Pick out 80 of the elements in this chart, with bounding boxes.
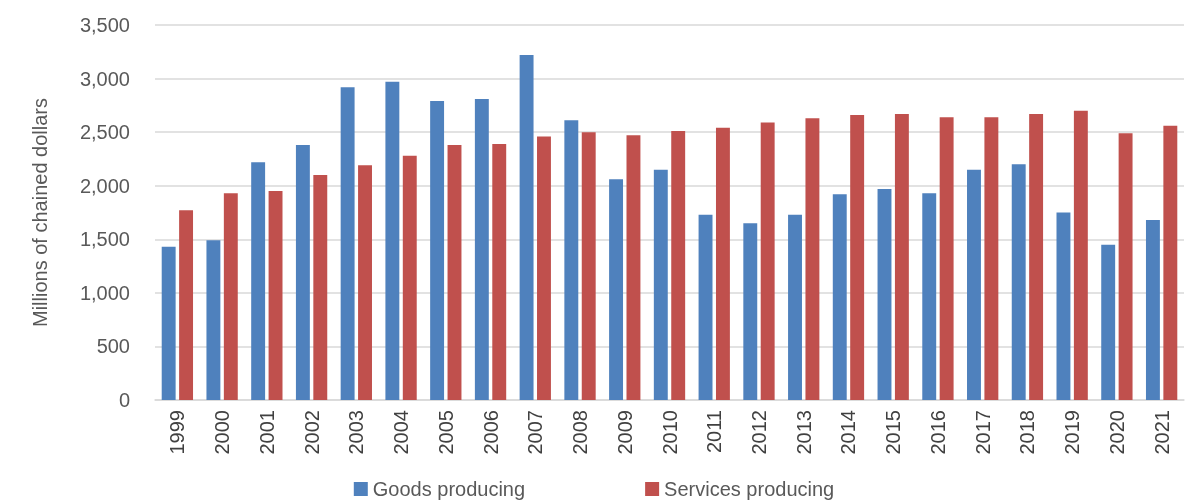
x-tick-label: 2003	[345, 410, 368, 455]
bar	[1073, 110, 1088, 400]
bar	[850, 115, 865, 400]
bar	[251, 162, 266, 400]
x-tick-label: 2019	[1061, 410, 1084, 455]
bar	[358, 165, 372, 400]
x-tick-label: 2010	[658, 410, 681, 455]
bar	[1011, 164, 1026, 400]
y-tick-label: 3,000	[79, 67, 130, 90]
y-tick-label: 0	[118, 389, 130, 411]
bar	[788, 214, 802, 400]
y-axis-title: Millions of chained dollars	[29, 97, 51, 328]
bar	[340, 87, 355, 400]
bar	[832, 194, 847, 400]
bar	[609, 179, 624, 400]
x-tick-label: 2008	[569, 410, 592, 455]
bar	[1101, 244, 1116, 400]
x-tick-label: 1999	[166, 410, 189, 455]
x-tick-label: 2004	[390, 410, 413, 455]
x-tick-label: 2000	[211, 410, 234, 455]
bar	[268, 191, 283, 400]
x-tick-label: 2011	[703, 410, 726, 454]
bar	[474, 98, 489, 400]
bar	[206, 240, 221, 400]
bar	[430, 101, 445, 400]
legend-label: Goods producing	[372, 478, 526, 500]
x-tick-label: 2018	[1016, 410, 1039, 455]
bar	[537, 136, 551, 400]
bar	[1163, 125, 1178, 400]
bar	[967, 169, 981, 400]
bar	[1029, 113, 1044, 400]
y-tick-label: 3,500	[79, 14, 130, 36]
x-tick-label: 2014	[837, 410, 860, 455]
y-tick-label: 2,500	[79, 121, 130, 144]
bar	[698, 214, 713, 400]
bar	[939, 117, 954, 400]
bar	[984, 117, 999, 400]
x-tick-label: 2007	[524, 410, 547, 455]
y-tick-label: 2,000	[79, 174, 130, 197]
y-tick-label: 1,000	[79, 281, 130, 304]
x-tick-label: 2013	[792, 410, 815, 455]
y-tick-label: 500	[96, 335, 130, 358]
bar	[295, 145, 310, 400]
x-tick-label: 2009	[613, 410, 636, 455]
bar	[402, 155, 417, 400]
x-tick-label: 2017	[971, 410, 994, 455]
bar	[564, 120, 579, 400]
bar	[743, 223, 758, 400]
x-tick-label: 2021	[1150, 410, 1173, 455]
bar	[805, 118, 820, 400]
bar	[626, 135, 641, 400]
bar	[715, 127, 730, 400]
bar	[313, 175, 328, 400]
bar	[447, 145, 462, 400]
bar	[492, 143, 507, 400]
bar	[223, 193, 238, 400]
x-tick-label: 2012	[747, 410, 770, 455]
legend-label: Services producing	[664, 478, 835, 500]
x-tick-label: 2001	[255, 410, 278, 455]
bar	[894, 113, 909, 400]
bar	[179, 210, 194, 400]
y-tick-label: 1,500	[79, 228, 130, 251]
bar	[161, 246, 176, 400]
bar	[877, 188, 892, 400]
bar	[1056, 212, 1071, 400]
bar	[519, 55, 534, 400]
x-tick-label: 2016	[926, 410, 949, 455]
bar	[760, 122, 775, 400]
bar	[671, 131, 686, 400]
x-tick-label: 2002	[300, 410, 323, 455]
x-tick-label: 2020	[1105, 410, 1128, 455]
bar	[385, 81, 400, 400]
x-tick-label: 2015	[882, 410, 905, 455]
bar	[653, 169, 668, 400]
x-tick-label: 2005	[434, 410, 457, 455]
bar	[1118, 133, 1133, 400]
bar	[1145, 220, 1160, 400]
bar	[581, 132, 596, 400]
bar	[922, 193, 937, 400]
x-tick-label: 2006	[479, 410, 502, 455]
